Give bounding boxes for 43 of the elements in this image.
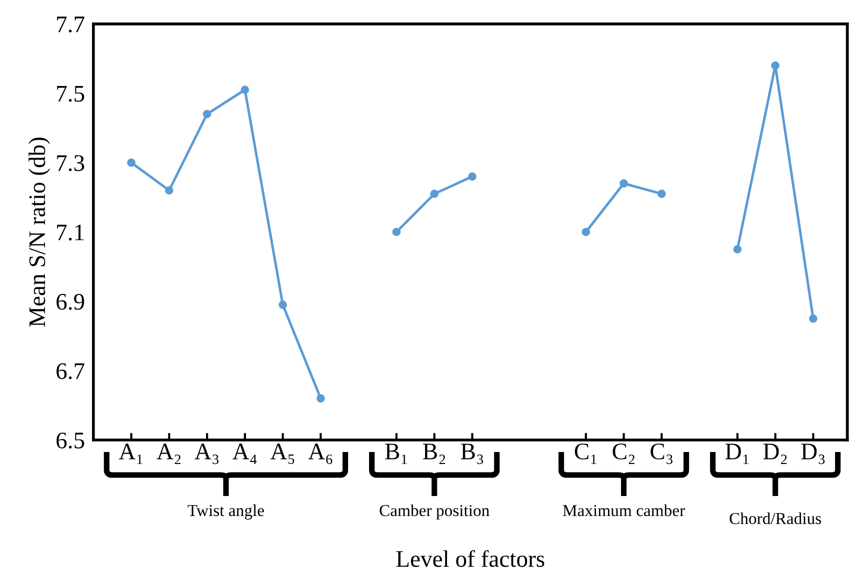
y-tick-label: 6.9 [56,294,84,310]
x-tick-label: A₄ [232,444,257,464]
point [430,190,439,198]
text: Camber position [380,504,490,520]
x-axis-title: Level of factors [396,550,544,567]
x-tick-label: A₂ [156,444,181,464]
point [164,186,174,195]
x-tick-label: B₁ [385,444,407,464]
x-tick-label: A₆ [308,444,332,464]
x-tick-label: A₅ [270,444,294,464]
point [392,228,401,236]
x-tick-label: D₂ [763,444,787,464]
point [468,172,476,181]
text: Twist angle [188,504,264,520]
point [240,86,250,94]
point [127,158,136,167]
x-tick-label: C₁ [574,444,596,464]
x-tick-label: A₃ [194,444,218,464]
x-tick-label: A₁ [118,444,142,464]
point [620,179,628,188]
point [658,190,666,198]
point [202,110,212,118]
y-tick-label: 7.3 [57,155,84,172]
point [733,245,742,254]
point [809,314,818,323]
point [278,300,287,309]
point [771,61,780,70]
y-tick-label: 6.5 [56,432,84,449]
x-tick-label: C₂ [612,444,634,464]
text: Maximum camber [562,504,685,516]
text: Chord/Radius [730,512,822,524]
point [316,394,325,403]
point [582,228,590,236]
y-tick-label: 7.1 [57,224,84,241]
y-tick-label: 7.7 [57,16,84,32]
y-axis-title: Mean S/N ratio (db) [28,138,50,327]
y-tick-label: 6.7 [56,363,84,380]
x-tick-label: D₃ [801,444,825,464]
x-tick-label: B₂ [423,444,446,464]
x-tick-label: D₁ [725,444,748,464]
y-tick-label: 7.5 [57,86,84,102]
x-tick-label: B₃ [460,444,484,464]
x-tick-label: C₃ [650,444,672,464]
